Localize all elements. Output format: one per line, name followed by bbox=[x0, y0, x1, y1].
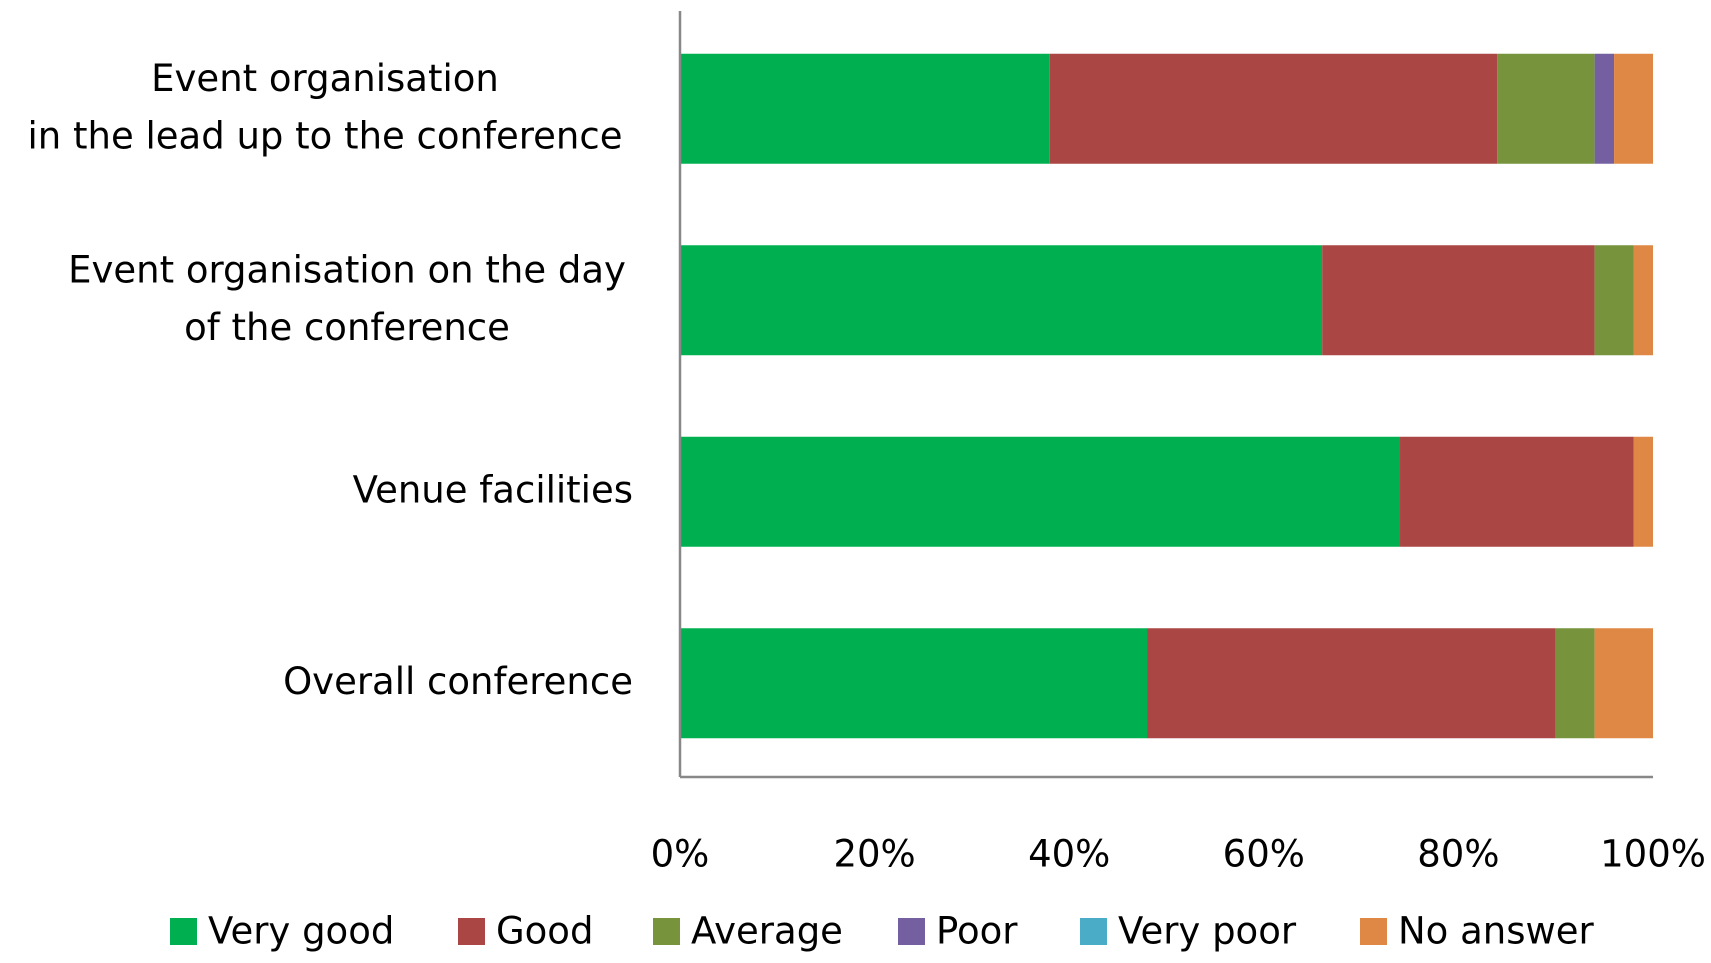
legend-swatch bbox=[1360, 918, 1387, 945]
bar-segment bbox=[1400, 436, 1634, 547]
bar-segment bbox=[1594, 628, 1653, 739]
legend-swatch bbox=[653, 918, 680, 945]
bar-segment bbox=[1633, 436, 1653, 547]
bar-segment bbox=[1614, 53, 1653, 164]
category-label: Venue facilities bbox=[353, 468, 633, 511]
bar-segment bbox=[680, 436, 1401, 547]
category-label: Overall conference bbox=[283, 660, 633, 703]
x-tick-label: 0% bbox=[651, 833, 710, 876]
bar-segment bbox=[1633, 245, 1653, 356]
category-label: Event organisation on the day of the conf… bbox=[68, 248, 626, 348]
x-tick-label: 60% bbox=[1223, 833, 1305, 876]
legend-label: Very poor bbox=[1118, 910, 1297, 953]
bar-segment bbox=[1497, 53, 1595, 164]
legend-swatch bbox=[898, 918, 925, 945]
legend-label: Good bbox=[496, 910, 593, 953]
bar-segment bbox=[680, 245, 1323, 356]
legend-label: Average bbox=[691, 910, 843, 953]
bar-segment bbox=[1049, 53, 1498, 164]
bar-segment bbox=[680, 628, 1148, 739]
bar-segment bbox=[680, 53, 1050, 164]
bar-segment bbox=[1147, 628, 1556, 739]
legend-label: Poor bbox=[936, 910, 1018, 953]
category-label: Event organisation in the lead up to the … bbox=[28, 57, 623, 157]
x-tick-label: 80% bbox=[1417, 833, 1499, 876]
legend-label: No answer bbox=[1398, 910, 1595, 953]
legend-swatch bbox=[170, 918, 197, 945]
legend-swatch bbox=[1080, 918, 1107, 945]
bar-segment bbox=[1555, 628, 1595, 739]
bar-segment bbox=[1322, 245, 1595, 356]
x-tick-label: 40% bbox=[1028, 833, 1110, 876]
legend-label: Very good bbox=[208, 910, 394, 953]
legend-swatch bbox=[458, 918, 485, 945]
x-tick-label: 100% bbox=[1600, 833, 1706, 876]
bar-segment bbox=[1594, 53, 1615, 164]
x-tick-label: 20% bbox=[833, 833, 915, 876]
bar-segment bbox=[1594, 245, 1634, 356]
